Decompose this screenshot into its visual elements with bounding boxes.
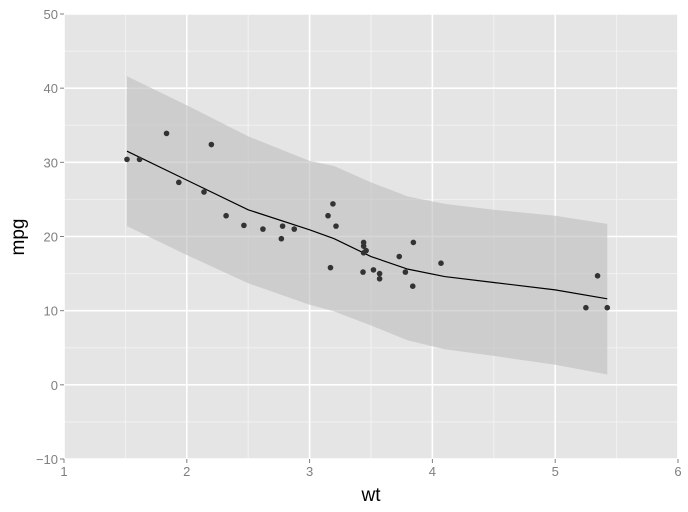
axes: 1 2 3 4 5 6 −10 0 10 20 30 40 50: [36, 7, 682, 479]
data-point: [223, 212, 229, 219]
data-point: [370, 267, 377, 273]
data-point: [260, 226, 266, 232]
y-tick-label: 20: [44, 230, 58, 245]
x-tick-label: 1: [60, 464, 67, 479]
data-point: [176, 179, 182, 186]
data-point: [376, 275, 383, 282]
data-point: [291, 226, 298, 232]
data-point: [360, 239, 367, 246]
x-tick-label: 4: [429, 464, 436, 479]
data-point: [124, 156, 130, 163]
data-point: [163, 130, 170, 137]
data-point: [409, 283, 416, 289]
x-tick-label: 5: [552, 464, 559, 479]
data-point: [376, 270, 383, 277]
data-point: [241, 222, 247, 229]
data-point: [396, 253, 403, 260]
data-point: [410, 239, 417, 246]
data-point: [360, 269, 366, 275]
data-point: [327, 264, 334, 271]
data-point: [136, 156, 143, 163]
data-point: [583, 304, 589, 311]
data-points: [124, 130, 611, 311]
data-point: [594, 273, 601, 279]
x-tick-label: 6: [674, 464, 681, 479]
x-tick-label: 2: [183, 464, 190, 479]
y-tick-label: −10: [36, 452, 58, 467]
x-tick-label: 3: [306, 464, 313, 479]
data-point: [325, 212, 331, 219]
data-point: [333, 223, 339, 229]
y-tick-label: 30: [44, 155, 58, 170]
y-axis-label: mpg: [8, 219, 29, 256]
data-point: [201, 189, 207, 195]
data-point: [278, 235, 285, 242]
data-point: [604, 304, 611, 311]
data-point: [360, 250, 367, 256]
smooth-line: [126, 150, 608, 300]
y-tick-label: 50: [44, 7, 58, 22]
x-axis-label: wt: [361, 485, 382, 506]
data-point: [279, 223, 286, 229]
confidence-band: [126, 76, 608, 375]
data-point: [208, 141, 215, 148]
y-tick-label: 40: [44, 81, 58, 96]
data-point: [438, 260, 444, 267]
data-point: [330, 201, 336, 207]
y-tick-label: 10: [44, 304, 58, 319]
data-point: [402, 269, 409, 275]
y-tick-label: 0: [51, 378, 58, 393]
